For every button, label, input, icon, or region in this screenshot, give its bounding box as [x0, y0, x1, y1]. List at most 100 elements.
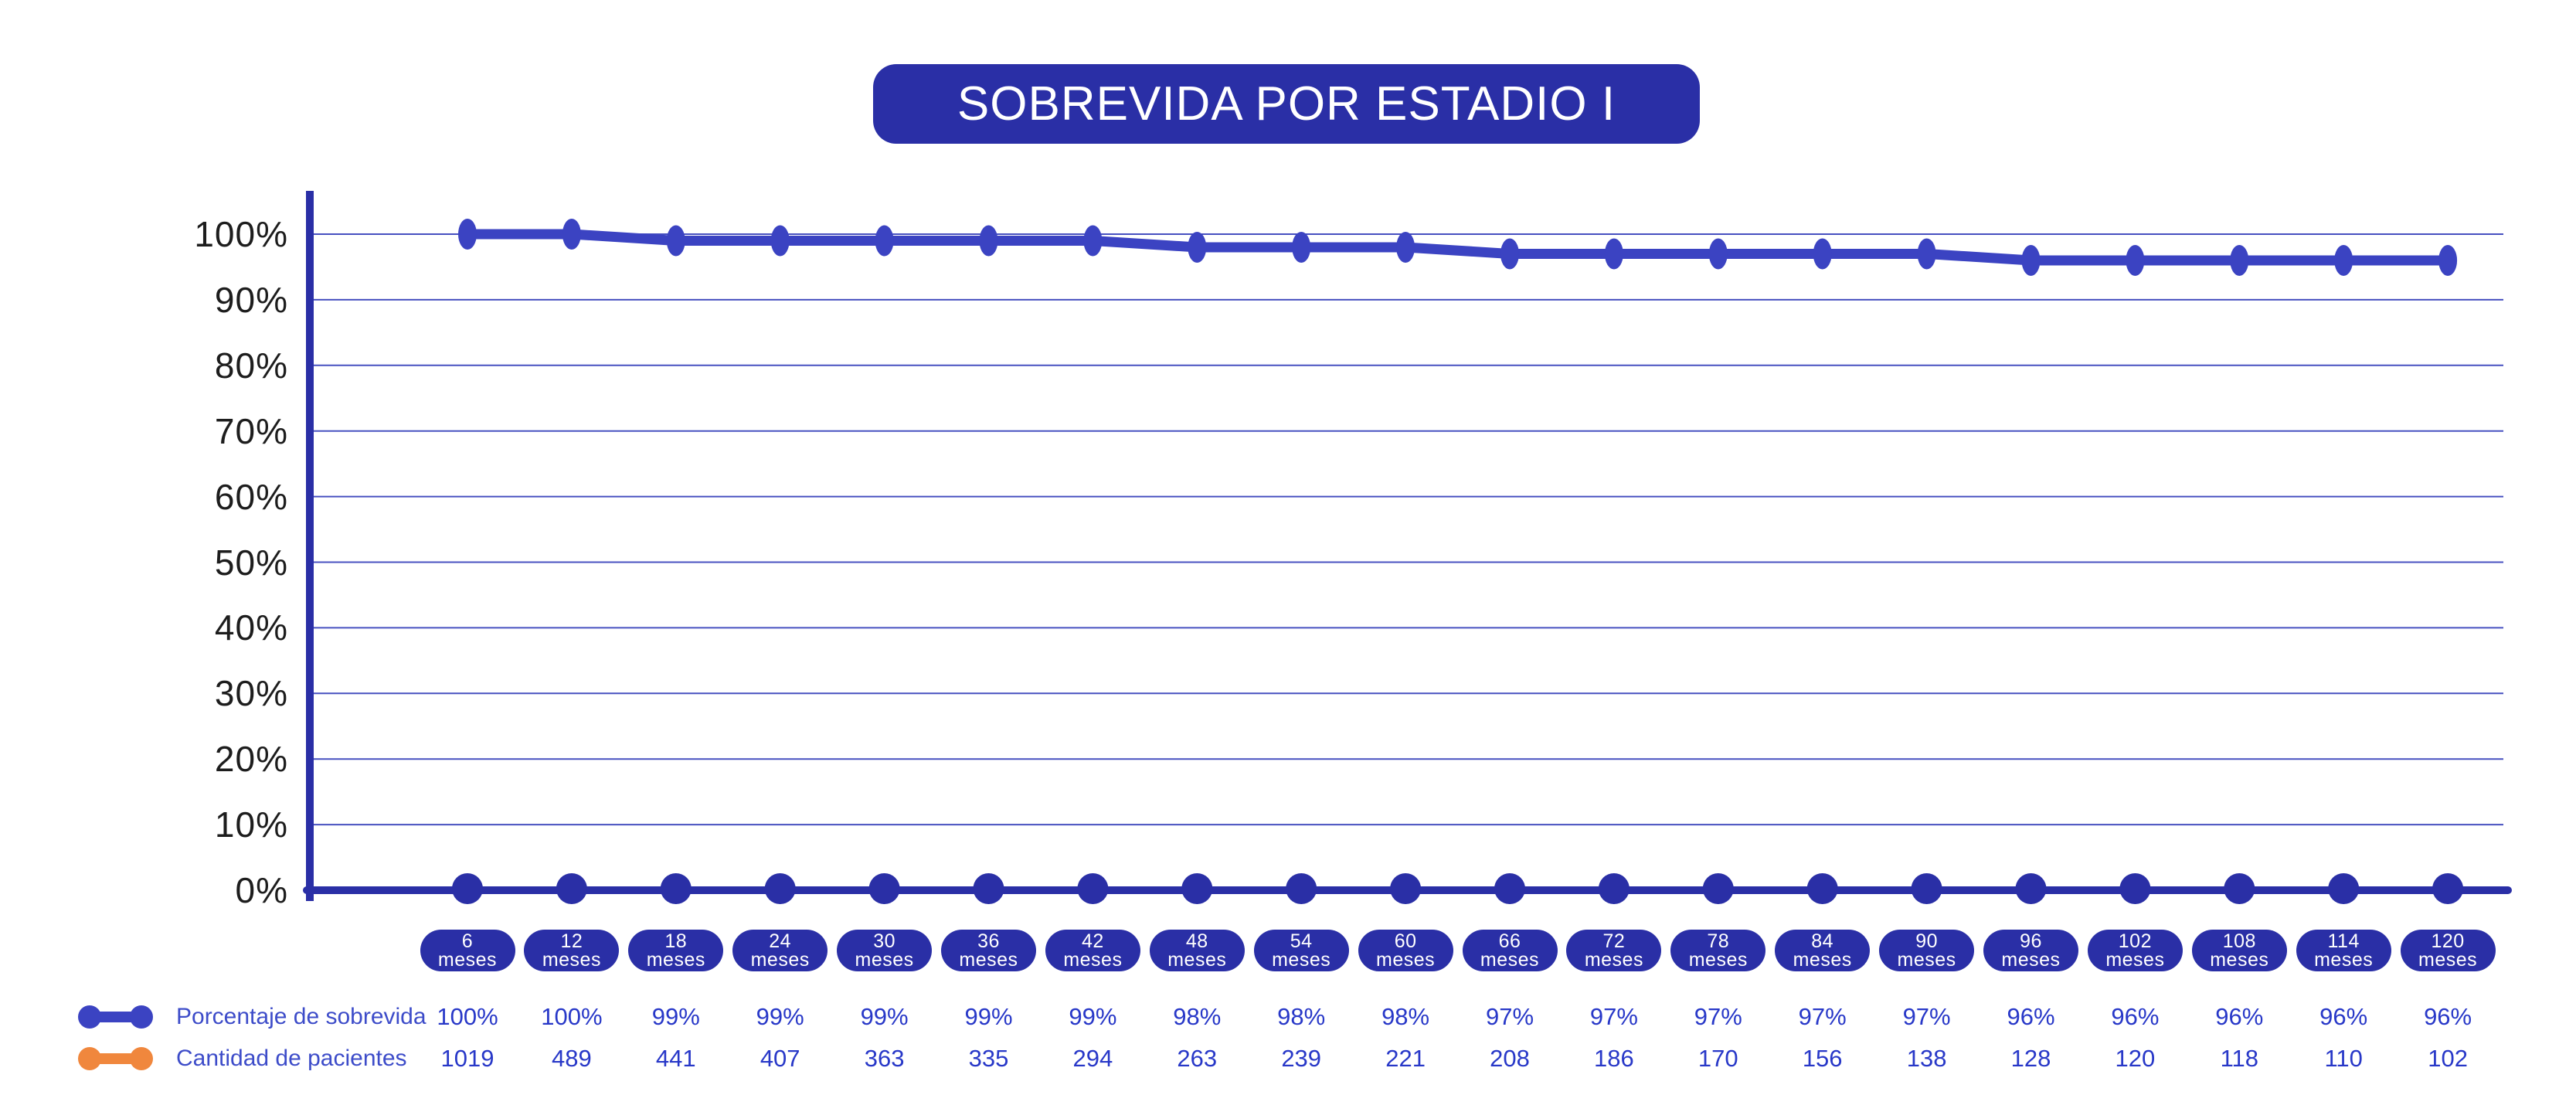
x-axis-month-value: 84 — [1811, 930, 1834, 952]
legend-swatch-dot — [130, 1047, 153, 1070]
x-axis-month-unit: meses — [542, 949, 601, 971]
survival-percent-value: 96% — [2007, 1003, 2055, 1030]
patient-count-value: 239 — [1281, 1045, 1322, 1072]
patient-count-value: 186 — [1594, 1045, 1634, 1072]
patient-count-value: 335 — [968, 1045, 1009, 1072]
patient-count-dot — [2328, 873, 2360, 904]
survival-marker — [1500, 238, 1519, 270]
x-axis-month-value: 36 — [977, 930, 1000, 952]
x-axis-month-unit: meses — [1376, 949, 1436, 971]
x-axis-label-pill: 84 meses — [1775, 930, 1871, 971]
x-axis-month-value: 54 — [1290, 930, 1313, 952]
x-axis-label-pill: 54 meses — [1253, 930, 1349, 971]
legend-swatch-dot — [130, 1005, 153, 1029]
survival-line — [462, 229, 2453, 266]
legend-line-swatch-orange — [78, 1047, 153, 1070]
patient-count-dot — [1806, 873, 1838, 904]
patient-count-dot — [2224, 873, 2255, 904]
x-axis-month-unit: meses — [646, 949, 705, 971]
patient-count-value: 138 — [1906, 1045, 1947, 1072]
survival-percent-value: 100% — [541, 1003, 603, 1030]
x-axis-month-unit: meses — [2314, 949, 2374, 971]
survival-percent-value: 98% — [1277, 1003, 1326, 1030]
survival-percent-value: 98% — [1381, 1003, 1430, 1030]
x-axis-month-value: 90 — [1915, 930, 1938, 952]
x-axis-month-value: 12 — [560, 930, 583, 952]
survival-percent-value: 96% — [2424, 1003, 2472, 1030]
patient-count-dot — [1390, 873, 1422, 904]
survival-marker — [770, 225, 790, 257]
patient-count-value: 102 — [2428, 1045, 2468, 1072]
x-axis-label-pill: 24 meses — [732, 930, 828, 971]
legend-swatch-dot — [78, 1047, 101, 1070]
y-axis-tick-label: 100% — [194, 214, 288, 254]
survival-percent-value: 99% — [964, 1003, 1013, 1030]
x-axis-month-unit: meses — [855, 949, 914, 971]
patient-count-dot — [764, 873, 796, 904]
patient-count-value: 208 — [1490, 1045, 1530, 1072]
survival-percent-value: 97% — [1798, 1003, 1847, 1030]
legend-line-swatch-blue — [78, 1005, 153, 1029]
x-axis-month-unit: meses — [2418, 949, 2478, 971]
x-axis-month-unit: meses — [959, 949, 1018, 971]
x-axis-month-value: 24 — [769, 930, 792, 952]
x-axis-month-value: 18 — [664, 930, 688, 952]
patient-count-value: 294 — [1072, 1045, 1113, 1072]
patient-count-dot — [1286, 873, 1317, 904]
patient-count-value: 170 — [1698, 1045, 1738, 1072]
patient-count-dot — [1181, 873, 1213, 904]
y-axis-tick-label: 30% — [214, 673, 288, 714]
patient-count-value: 363 — [864, 1045, 905, 1072]
survival-marker — [458, 219, 477, 250]
x-axis-label-pill: 114 meses — [2296, 930, 2391, 971]
x-axis-month-value: 6 — [461, 930, 474, 952]
legend-row-survival: Porcentaje de sobrevida — [78, 1000, 511, 1034]
x-axis-month-unit: meses — [2210, 949, 2269, 971]
survival-percent-value: 99% — [651, 1003, 700, 1030]
survival-percent-value: 97% — [1485, 1003, 1534, 1030]
x-axis-label-pill: 30 meses — [837, 930, 933, 971]
x-axis-month-value: 42 — [1081, 930, 1104, 952]
patient-count-dot — [2432, 873, 2464, 904]
x-axis-label-pill: 102 meses — [2087, 930, 2183, 971]
survival-marker — [2438, 244, 2458, 276]
x-axis-month-value: 72 — [1602, 930, 1626, 952]
survival-percent-value: 97% — [1902, 1003, 1951, 1030]
survival-percent-value: 96% — [2319, 1003, 2368, 1030]
survival-marker — [1188, 231, 1207, 263]
x-axis-month-unit: meses — [1272, 949, 1331, 971]
survival-marker — [979, 225, 998, 257]
patient-count-dot — [1077, 873, 1109, 904]
chart-title: SOBREVIDA POR ESTADIO I — [957, 77, 1616, 131]
patient-count-value: 120 — [2115, 1045, 2156, 1072]
y-axis-tick-label: 50% — [214, 542, 288, 583]
legend-row-patients: Cantidad de pacientes — [78, 1042, 511, 1076]
patient-count-dot — [973, 873, 1004, 904]
patient-count-dot — [1702, 873, 1734, 904]
x-axis-month-value: 30 — [873, 930, 895, 952]
x-axis-month-unit: meses — [2001, 949, 2061, 971]
chart-title-pill: SOBREVIDA POR ESTADIO I — [873, 64, 1700, 144]
survival-marker — [1813, 238, 1832, 270]
patient-count-value: 407 — [760, 1045, 800, 1072]
survival-marker — [1292, 231, 1311, 263]
survival-marker — [2230, 244, 2249, 276]
patient-count-value: 489 — [552, 1045, 592, 1072]
patient-count-value: 221 — [1385, 1045, 1426, 1072]
x-axis-month-unit: meses — [1063, 949, 1123, 971]
x-axis-label-pill: 72 meses — [1566, 930, 1662, 971]
legend-label-survival: Porcentaje de sobrevida — [176, 1004, 427, 1029]
patient-count-value: 118 — [2220, 1045, 2258, 1072]
x-axis-month-unit: meses — [1793, 949, 1852, 971]
patient-count-dot — [868, 873, 900, 904]
x-axis-label-pill: 90 meses — [1879, 930, 1975, 971]
survival-marker — [666, 225, 685, 257]
x-axis-month-value: 78 — [1707, 930, 1730, 952]
x-axis-month-unit: meses — [1167, 949, 1227, 971]
patient-count-dot — [556, 873, 587, 904]
y-axis-tick-label: 70% — [214, 410, 288, 451]
x-axis-month-unit: meses — [437, 949, 498, 971]
patient-count-value: 441 — [655, 1045, 696, 1072]
x-axis-month-value: 48 — [1185, 930, 1208, 952]
survival-percent-value: 98% — [1173, 1003, 1222, 1030]
